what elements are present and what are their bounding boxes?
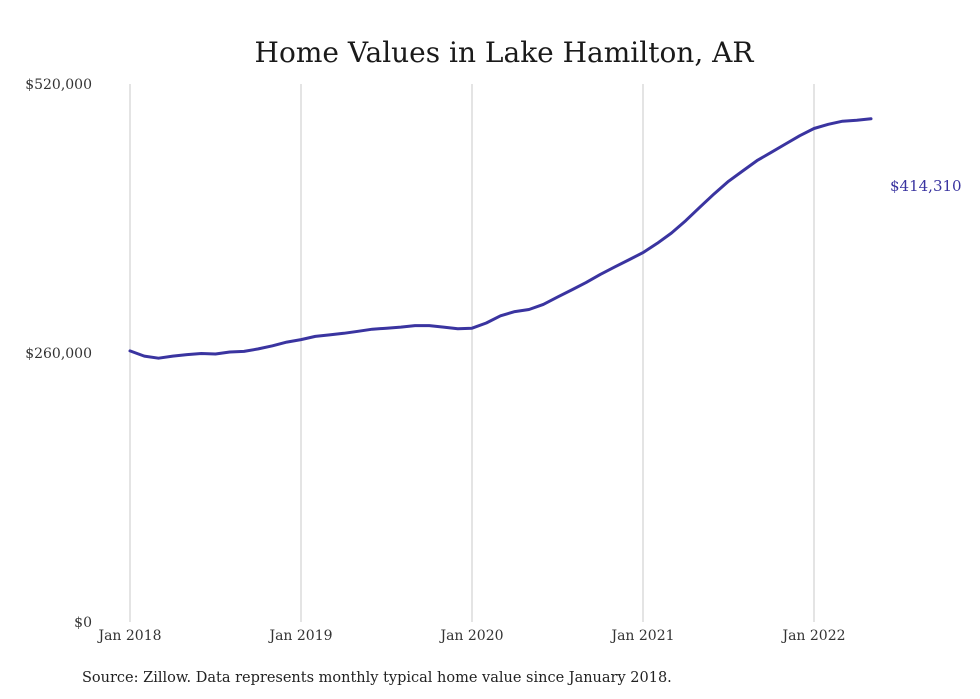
- x-gridlines: [129, 84, 815, 622]
- x-tick-labels: Jan 2018 Jan 2019 Jan 2020 Jan 2021 Jan 2022: [96, 628, 845, 644]
- x-tick-label-1: Jan 2019: [267, 628, 332, 644]
- end-value-label: $414,310: [890, 177, 962, 195]
- series-line: [128, 117, 873, 360]
- x-tick-label-2: Jan 2020: [438, 628, 503, 644]
- source-note: Source: Zillow. Data represents monthly …: [82, 670, 672, 686]
- y-tick-label-260000: $260,000: [25, 346, 92, 362]
- x-tick-label-4: Jan 2022: [780, 628, 845, 644]
- x-tick-label-3: Jan 2021: [609, 628, 674, 644]
- chart-title: Home Values in Lake Hamilton, AR: [255, 36, 755, 69]
- x-tick-label-0: Jan 2018: [96, 628, 161, 644]
- y-tick-label-0: $0: [74, 615, 92, 631]
- y-tick-label-520000: $520,000: [25, 77, 92, 93]
